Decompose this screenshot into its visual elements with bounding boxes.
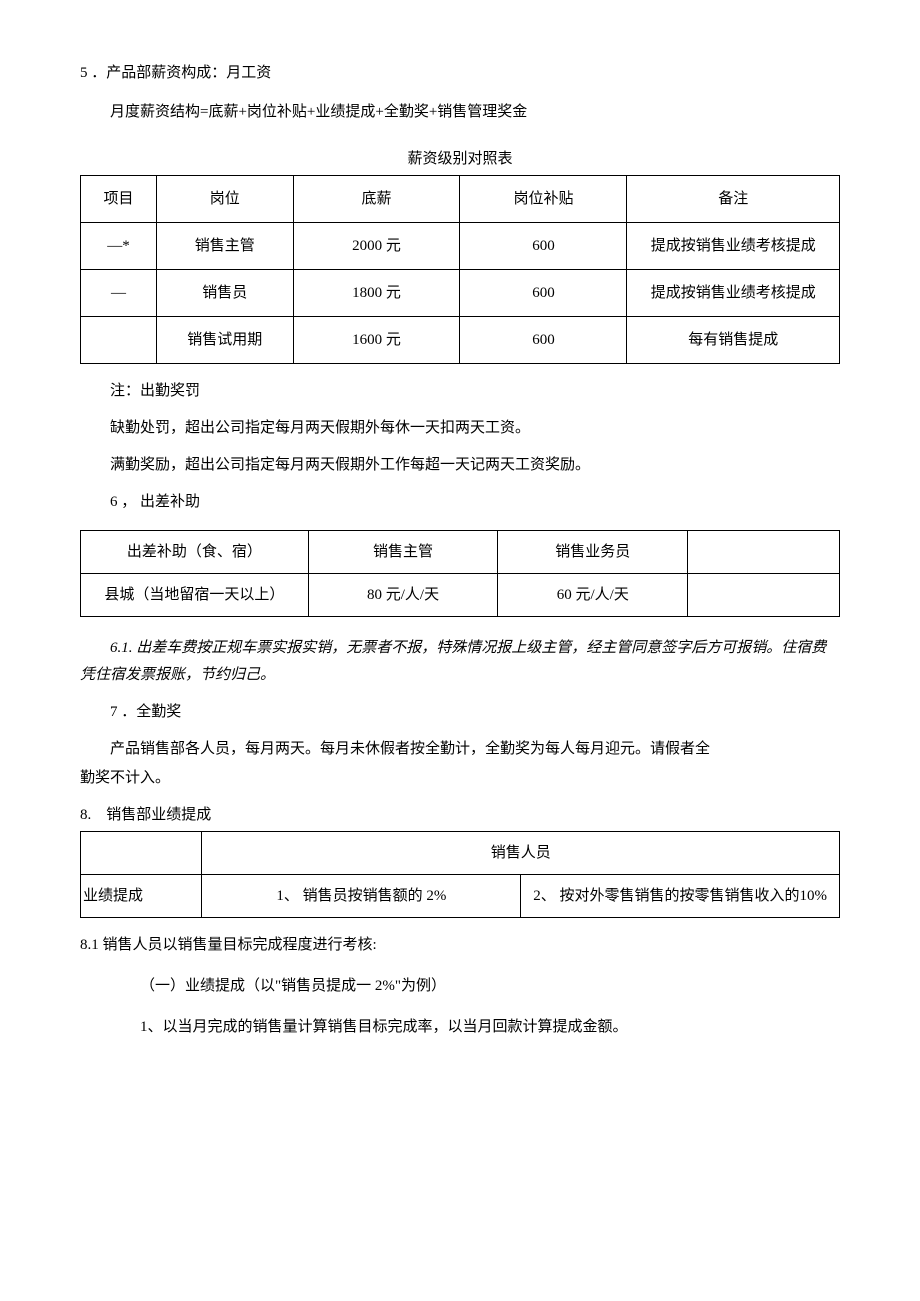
table3-c1: 1、 销售员按销售额的 2% bbox=[202, 875, 521, 918]
notes-title: 注：出勤奖罚 bbox=[80, 378, 840, 405]
table2-h2: 销售业务员 bbox=[498, 531, 688, 574]
table2-h3 bbox=[688, 531, 840, 574]
section8-title: 8. 销售部业绩提成 bbox=[80, 802, 840, 829]
section5-formula: 月度薪资结构=底薪+岗位补贴+业绩提成+全勤奖+销售管理奖金 bbox=[80, 99, 840, 126]
section8-1-sub1: （一）业绩提成（以"销售员提成一 2%"为例） bbox=[80, 973, 840, 1000]
commission-table: 销售人员 业绩提成 1、 销售员按销售额的 2% 2、 按对外零售销售的按零售销… bbox=[80, 831, 840, 918]
section7-title: 7 ．全勤奖 bbox=[80, 699, 840, 726]
section7-body1: 产品销售部各人员，每月两天。每月未休假者按全勤计，全勤奖为每人每月迎元。请假者全 bbox=[80, 736, 840, 763]
table-row: —* 销售主管 2000 元 600 提成按销售业绩考核提成 bbox=[81, 223, 840, 270]
table1-c: 600 bbox=[460, 317, 627, 364]
table1-c: 1600 元 bbox=[293, 317, 460, 364]
section5-title: 5 ．产品部薪资构成：月工资 bbox=[80, 60, 840, 87]
table1-h2: 底薪 bbox=[293, 176, 460, 223]
table1-caption: 薪资级别对照表 bbox=[80, 146, 840, 173]
table-row: 出差补助（食、宿） 销售主管 销售业务员 bbox=[81, 531, 840, 574]
table-row: 项目 岗位 底薪 岗位补贴 备注 bbox=[81, 176, 840, 223]
table1-c bbox=[81, 317, 157, 364]
table1-c: — bbox=[81, 270, 157, 317]
table2-c3 bbox=[688, 574, 840, 617]
table1-c: 600 bbox=[460, 270, 627, 317]
table3-hsales: 销售人员 bbox=[202, 832, 840, 875]
table3-hblank bbox=[81, 832, 202, 875]
table1-c: 销售主管 bbox=[156, 223, 293, 270]
table2-c1: 80 元/人/天 bbox=[308, 574, 498, 617]
table-row: 业绩提成 1、 销售员按销售额的 2% 2、 按对外零售销售的按零售销售收入的1… bbox=[81, 875, 840, 918]
notes-fullattend: 满勤奖励，超出公司指定每月两天假期外工作每超一天记两天工资奖励。 bbox=[80, 452, 840, 479]
table2-c2: 60 元/人/天 bbox=[498, 574, 688, 617]
table2-c0: 县城（当地留宿一天以上） bbox=[81, 574, 309, 617]
table1-c: 600 bbox=[460, 223, 627, 270]
section8-1-title: 8.1 销售人员以销售量目标完成程度进行考核: bbox=[80, 932, 840, 959]
table1-c: 提成按销售业绩考核提成 bbox=[627, 223, 840, 270]
section6-title: 6 ， 出差补助 bbox=[80, 489, 840, 516]
table1-h4: 备注 bbox=[627, 176, 840, 223]
table1-c: 销售员 bbox=[156, 270, 293, 317]
table1-h3: 岗位补贴 bbox=[460, 176, 627, 223]
table-row: — 销售员 1800 元 600 提成按销售业绩考核提成 bbox=[81, 270, 840, 317]
section6-1-text: 6.1. 出差车费按正规车票实报实销，无票者不报，特殊情况报上级主管，经主管同意… bbox=[80, 635, 840, 689]
table1-c: 提成按销售业绩考核提成 bbox=[627, 270, 840, 317]
table1-c: 销售试用期 bbox=[156, 317, 293, 364]
salary-level-table: 项目 岗位 底薪 岗位补贴 备注 —* 销售主管 2000 元 600 提成按销… bbox=[80, 175, 840, 364]
table-row: 县城（当地留宿一天以上） 80 元/人/天 60 元/人/天 bbox=[81, 574, 840, 617]
table3-c2: 2、 按对外零售销售的按零售销售收入的10% bbox=[521, 875, 840, 918]
table-row: 销售试用期 1600 元 600 每有销售提成 bbox=[81, 317, 840, 364]
section7-body2: 勤奖不计入。 bbox=[80, 765, 840, 792]
table2-h0: 出差补助（食、宿） bbox=[81, 531, 309, 574]
notes-absence: 缺勤处罚，超出公司指定每月两天假期外每休一天扣两天工资。 bbox=[80, 415, 840, 442]
table2-h1: 销售主管 bbox=[308, 531, 498, 574]
section8-1-sub2: 1、以当月完成的销售量计算销售目标完成率，以当月回款计算提成金额。 bbox=[80, 1014, 840, 1041]
table1-c: 1800 元 bbox=[293, 270, 460, 317]
table1-c: 2000 元 bbox=[293, 223, 460, 270]
table-row: 销售人员 bbox=[81, 832, 840, 875]
table1-c: 每有销售提成 bbox=[627, 317, 840, 364]
table1-h0: 项目 bbox=[81, 176, 157, 223]
table1-c: —* bbox=[81, 223, 157, 270]
table3-rowlabel: 业绩提成 bbox=[81, 875, 202, 918]
travel-allowance-table: 出差补助（食、宿） 销售主管 销售业务员 县城（当地留宿一天以上） 80 元/人… bbox=[80, 530, 840, 617]
table1-h1: 岗位 bbox=[156, 176, 293, 223]
